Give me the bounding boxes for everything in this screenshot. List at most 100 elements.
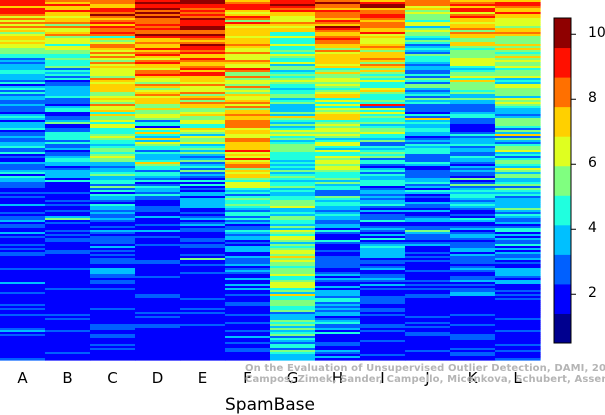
heatmap-cell	[180, 174, 226, 177]
heatmap-cell	[180, 62, 226, 65]
heatmap-cell	[180, 106, 226, 109]
heatmap-cell	[135, 18, 181, 21]
heatmap-cell	[450, 350, 496, 353]
heatmap-cell	[225, 310, 271, 313]
heatmap-cell	[315, 30, 361, 33]
heatmap-cell	[225, 66, 271, 69]
heatmap-cell	[360, 308, 406, 311]
heatmap-cell	[360, 326, 406, 329]
heatmap-cell	[45, 16, 91, 19]
heatmap-cell	[0, 254, 46, 257]
heatmap-cell	[225, 182, 271, 185]
heatmap-cell	[180, 298, 226, 301]
heatmap-cell	[405, 234, 451, 237]
heatmap-cell	[360, 142, 406, 145]
heatmap-cell	[405, 8, 451, 11]
heatmap-cell	[90, 80, 136, 83]
heatmap-cell	[315, 198, 361, 201]
heatmap-cell	[450, 260, 496, 263]
heatmap-cell	[450, 52, 496, 55]
heatmap-cell	[135, 286, 181, 289]
heatmap-cell	[495, 296, 541, 299]
heatmap-cell	[450, 164, 496, 167]
heatmap-cell	[405, 250, 451, 253]
heatmap-cell	[0, 264, 46, 267]
heatmap-cell	[315, 134, 361, 137]
heatmap-cell	[495, 316, 541, 319]
heatmap-cell	[315, 122, 361, 125]
heatmap-cell	[315, 166, 361, 169]
heatmap-cell	[450, 156, 496, 159]
heatmap-cell	[0, 300, 46, 303]
heatmap-cell	[315, 186, 361, 189]
heatmap-cell	[180, 318, 226, 321]
heatmap-cell	[450, 312, 496, 315]
heatmap-cell	[225, 290, 271, 293]
x-axis-label: SpamBase	[225, 395, 315, 415]
heatmap-cell	[405, 14, 451, 17]
heatmap-cell	[360, 236, 406, 239]
heatmap-cell	[90, 230, 136, 233]
heatmap-cell	[270, 100, 316, 103]
heatmap-cell	[180, 356, 226, 359]
heatmap-cell	[135, 228, 181, 231]
heatmap-cell	[495, 308, 541, 311]
heatmap-cell	[45, 114, 91, 117]
heatmap-cell	[450, 304, 496, 307]
heatmap-cell	[270, 32, 316, 35]
heatmap-cell	[0, 138, 46, 141]
heatmap-cell	[180, 254, 226, 257]
heatmap-cell	[495, 130, 541, 133]
heatmap-cell	[450, 150, 496, 153]
heatmap-cell	[180, 184, 226, 187]
heatmap-cell	[90, 98, 136, 101]
heatmap-cell	[0, 292, 46, 295]
heatmap-cell	[270, 6, 316, 9]
heatmap-cell	[135, 154, 181, 157]
heatmap-cell	[90, 340, 136, 343]
heatmap-cell	[405, 314, 451, 317]
heatmap-cell	[135, 158, 181, 161]
heatmap-cell	[450, 104, 496, 107]
heatmap-cell	[225, 264, 271, 267]
heatmap-cell	[270, 142, 316, 145]
heatmap-cell	[405, 12, 451, 15]
heatmap-cell	[360, 312, 406, 315]
heatmap-cell	[270, 144, 316, 147]
heatmap-cell	[450, 358, 496, 361]
heatmap-column-A	[0, 0, 46, 361]
heatmap-cell	[360, 160, 406, 163]
heatmap-cell	[90, 212, 136, 215]
heatmap-cell	[270, 70, 316, 73]
heatmap-cell	[180, 290, 226, 293]
heatmap-cell	[405, 354, 451, 357]
heatmap-cell	[135, 198, 181, 201]
heatmap-cell	[180, 134, 226, 137]
heatmap-cell	[360, 48, 406, 51]
heatmap-cell	[90, 232, 136, 235]
heatmap-cell	[360, 68, 406, 71]
heatmap-cell	[0, 272, 46, 275]
heatmap-cell	[495, 336, 541, 339]
heatmap-cell	[180, 84, 226, 87]
heatmap-cell	[45, 220, 91, 223]
heatmap-cell	[315, 212, 361, 215]
heatmap-cell	[45, 92, 91, 95]
heatmap-cell	[360, 328, 406, 331]
heatmap-cell	[360, 184, 406, 187]
heatmap-cell	[90, 104, 136, 107]
heatmap-cell	[450, 172, 496, 175]
heatmap-cell	[135, 196, 181, 199]
heatmap-cell	[135, 24, 181, 27]
heatmap-cell	[0, 126, 46, 129]
heatmap-cell	[450, 272, 496, 275]
heatmap-cell	[495, 338, 541, 341]
heatmap-cell	[225, 14, 271, 17]
heatmap-cell	[135, 204, 181, 207]
heatmap-cell	[360, 134, 406, 137]
heatmap-cell	[90, 234, 136, 237]
heatmap-cell	[360, 178, 406, 181]
heatmap-cell	[90, 178, 136, 181]
heatmap-cell	[0, 308, 46, 311]
heatmap-cell	[450, 134, 496, 137]
